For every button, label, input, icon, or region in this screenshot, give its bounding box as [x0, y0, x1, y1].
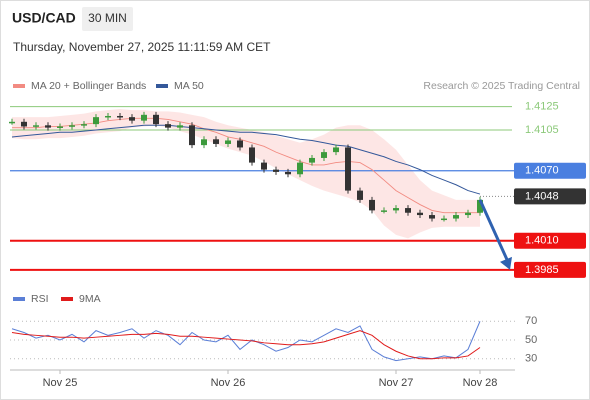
forecast-arrow [478, 199, 510, 263]
candle [201, 139, 207, 146]
y-tick-label: 50 [525, 334, 537, 346]
level-label: 1.4105 [525, 124, 559, 136]
candle [273, 169, 279, 172]
x-tick-label: Nov 25 [43, 377, 78, 389]
candle [285, 171, 291, 175]
level-label: 1.3985 [525, 264, 559, 276]
candle [261, 162, 267, 170]
source: Research © 2025 Trading Central [423, 80, 580, 92]
timestamp: Thursday, November 27, 2025 11:11:59 AM … [13, 40, 271, 54]
interval: 30 MIN [88, 11, 127, 25]
interval-box [82, 7, 133, 31]
candle [381, 210, 387, 212]
candle [345, 147, 351, 191]
level-box [514, 188, 586, 205]
candle [33, 125, 39, 127]
candle [81, 124, 87, 126]
x-tick-label: Nov 27 [379, 377, 414, 389]
level-box [514, 232, 586, 249]
candle [393, 208, 399, 211]
candle [177, 125, 183, 128]
forecast-arrowhead [500, 256, 512, 270]
candle [93, 117, 99, 125]
x-tick-label: Nov 26 [211, 377, 246, 389]
candle [225, 140, 231, 144]
candle [129, 117, 135, 121]
ma-line [12, 117, 480, 214]
candle [297, 162, 303, 175]
candle [333, 147, 339, 153]
rsi-line [11, 321, 481, 362]
symbol: USD/CAD [12, 10, 76, 26]
rsi-line [11, 330, 481, 360]
candle [249, 147, 255, 163]
level-label: 1.4048 [525, 190, 559, 202]
candle [309, 157, 315, 163]
candle [429, 215, 435, 219]
candle [189, 125, 195, 146]
candle [45, 125, 51, 128]
legend-label: RSI [31, 293, 49, 305]
y-tick-label: 30 [525, 353, 537, 365]
candle [357, 190, 363, 200]
level-box [514, 162, 586, 179]
legend-label: 9MA [79, 293, 101, 305]
candle [153, 114, 159, 125]
candle [21, 121, 27, 127]
candle [417, 212, 423, 216]
level-label: 1.4010 [525, 235, 559, 247]
level-label: 1.4070 [525, 165, 559, 177]
legend-swatch [61, 297, 73, 301]
candle [477, 199, 483, 213]
candle [369, 199, 375, 211]
candle [69, 125, 75, 127]
candle [57, 126, 63, 128]
level-box [514, 261, 586, 278]
legend-label: MA 50 [174, 80, 204, 92]
candle [9, 121, 15, 124]
candle [465, 212, 471, 216]
legend-swatch [13, 84, 25, 88]
legend-swatch [156, 84, 168, 88]
candle [105, 115, 111, 118]
y-tick-label: 70 [525, 315, 537, 327]
candle [453, 215, 459, 219]
level-label: 1.4125 [525, 101, 559, 113]
candle [213, 139, 219, 144]
candle [405, 208, 411, 213]
candle [321, 152, 327, 158]
legend-swatch [13, 297, 25, 301]
candle [165, 124, 171, 128]
candle [141, 114, 147, 121]
x-tick-label: Nov 28 [463, 377, 498, 389]
bollinger-band [12, 108, 480, 239]
candle [117, 115, 123, 118]
candle [441, 218, 447, 221]
legend-label: MA 20 + Bollinger Bands [31, 80, 146, 92]
candle [237, 140, 243, 148]
ma-line [11, 124, 481, 195]
